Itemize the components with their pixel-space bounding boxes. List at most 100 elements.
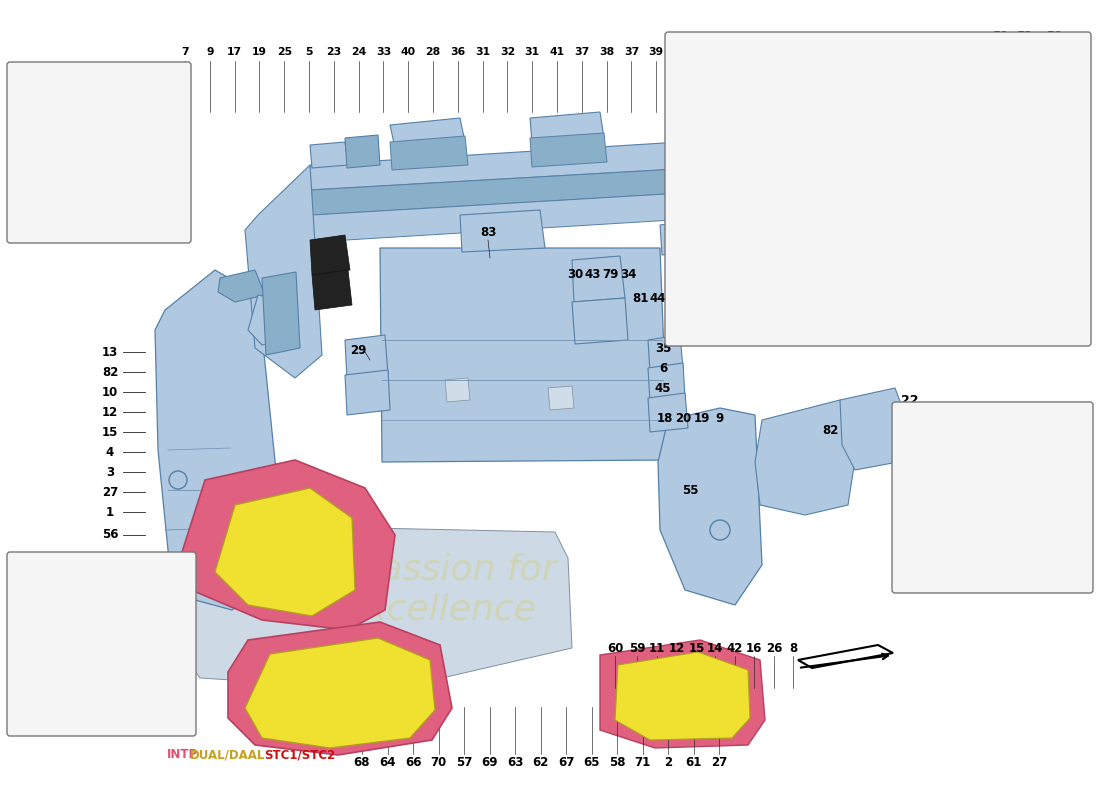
Text: Valid for AUS: Valid for AUS xyxy=(64,579,136,589)
Text: 72: 72 xyxy=(14,683,30,697)
Polygon shape xyxy=(530,112,604,143)
Polygon shape xyxy=(814,52,938,325)
Polygon shape xyxy=(312,270,352,310)
Text: 33: 33 xyxy=(376,47,390,57)
Text: 27: 27 xyxy=(102,486,118,498)
Text: Vale per AUS: Vale per AUS xyxy=(64,565,136,575)
Polygon shape xyxy=(88,615,104,624)
Text: 53: 53 xyxy=(952,294,968,306)
Text: 49: 49 xyxy=(712,303,728,317)
Text: 65: 65 xyxy=(583,755,600,769)
Text: 39: 39 xyxy=(649,47,663,57)
Text: 61: 61 xyxy=(685,755,702,769)
Text: 8: 8 xyxy=(789,642,797,654)
Circle shape xyxy=(169,471,187,489)
Polygon shape xyxy=(572,298,628,344)
Text: 75: 75 xyxy=(155,623,172,637)
Text: STC1/STC2: STC1/STC2 xyxy=(264,749,336,762)
Polygon shape xyxy=(960,505,988,523)
Text: 21: 21 xyxy=(20,149,36,162)
Text: 67: 67 xyxy=(558,755,574,769)
Polygon shape xyxy=(666,202,780,244)
Text: 54: 54 xyxy=(974,294,990,306)
Polygon shape xyxy=(310,142,695,190)
Text: 9: 9 xyxy=(206,47,213,57)
Text: 31: 31 xyxy=(525,47,540,57)
Polygon shape xyxy=(648,335,683,372)
Text: 37: 37 xyxy=(624,47,639,57)
Text: 11: 11 xyxy=(649,642,666,654)
Text: 43: 43 xyxy=(585,269,602,282)
Polygon shape xyxy=(530,133,607,167)
Polygon shape xyxy=(615,652,750,740)
Polygon shape xyxy=(390,118,465,148)
Polygon shape xyxy=(262,272,300,355)
Text: 7: 7 xyxy=(182,47,189,57)
Polygon shape xyxy=(245,638,434,748)
Text: 50: 50 xyxy=(1046,30,1063,42)
Text: - Optional -: - Optional - xyxy=(822,311,888,325)
FancyBboxPatch shape xyxy=(666,32,1091,346)
Text: 19: 19 xyxy=(694,411,711,425)
Text: 22: 22 xyxy=(901,394,918,406)
Text: 3: 3 xyxy=(106,466,114,478)
Text: 26: 26 xyxy=(766,642,782,654)
Text: 60: 60 xyxy=(607,642,624,654)
Text: 14: 14 xyxy=(707,642,723,654)
Text: 77: 77 xyxy=(155,694,172,706)
Text: 12: 12 xyxy=(102,406,118,418)
Text: 74: 74 xyxy=(14,631,30,645)
Polygon shape xyxy=(840,388,910,470)
Text: 66: 66 xyxy=(405,755,421,769)
Text: 34: 34 xyxy=(619,269,636,282)
Text: 57: 57 xyxy=(455,755,472,769)
Text: 58: 58 xyxy=(608,755,625,769)
Text: a passion for
excellence: a passion for excellence xyxy=(323,554,557,626)
Text: 25: 25 xyxy=(276,47,292,57)
Polygon shape xyxy=(648,363,685,402)
Polygon shape xyxy=(310,168,700,215)
Polygon shape xyxy=(345,335,388,380)
Polygon shape xyxy=(155,270,278,610)
Text: 5: 5 xyxy=(306,47,312,57)
Polygon shape xyxy=(600,640,764,748)
Polygon shape xyxy=(228,622,452,755)
Text: 13: 13 xyxy=(102,346,118,358)
Text: 28: 28 xyxy=(426,47,441,57)
Text: 80: 80 xyxy=(673,47,689,57)
Polygon shape xyxy=(548,386,574,410)
Text: 68: 68 xyxy=(354,755,371,769)
Text: 23: 23 xyxy=(327,47,341,57)
Text: 52: 52 xyxy=(1015,30,1032,42)
Text: 79: 79 xyxy=(602,269,618,282)
Polygon shape xyxy=(182,460,395,630)
Text: 83: 83 xyxy=(668,291,684,305)
Text: 15: 15 xyxy=(689,642,705,654)
Polygon shape xyxy=(124,593,135,601)
Polygon shape xyxy=(676,50,800,325)
Text: 46: 46 xyxy=(672,303,689,317)
Polygon shape xyxy=(116,80,142,105)
Polygon shape xyxy=(108,695,122,707)
Text: 16: 16 xyxy=(746,642,762,654)
Text: 1: 1 xyxy=(106,506,114,518)
Circle shape xyxy=(710,520,730,540)
Polygon shape xyxy=(118,82,140,103)
Polygon shape xyxy=(33,685,53,705)
Polygon shape xyxy=(218,270,265,302)
Polygon shape xyxy=(58,77,96,118)
Text: INTP: INTP xyxy=(166,749,198,762)
Text: 19: 19 xyxy=(252,47,267,57)
Text: 35: 35 xyxy=(654,342,671,354)
Polygon shape xyxy=(755,400,858,515)
Text: 64: 64 xyxy=(379,755,396,769)
Polygon shape xyxy=(908,420,1077,450)
FancyBboxPatch shape xyxy=(7,552,196,736)
Text: 73: 73 xyxy=(692,303,708,317)
Text: 82: 82 xyxy=(102,366,118,378)
Text: 69: 69 xyxy=(482,755,497,769)
Text: 36: 36 xyxy=(450,47,465,57)
Polygon shape xyxy=(648,393,688,432)
Polygon shape xyxy=(310,142,348,168)
Text: 32: 32 xyxy=(499,47,515,57)
